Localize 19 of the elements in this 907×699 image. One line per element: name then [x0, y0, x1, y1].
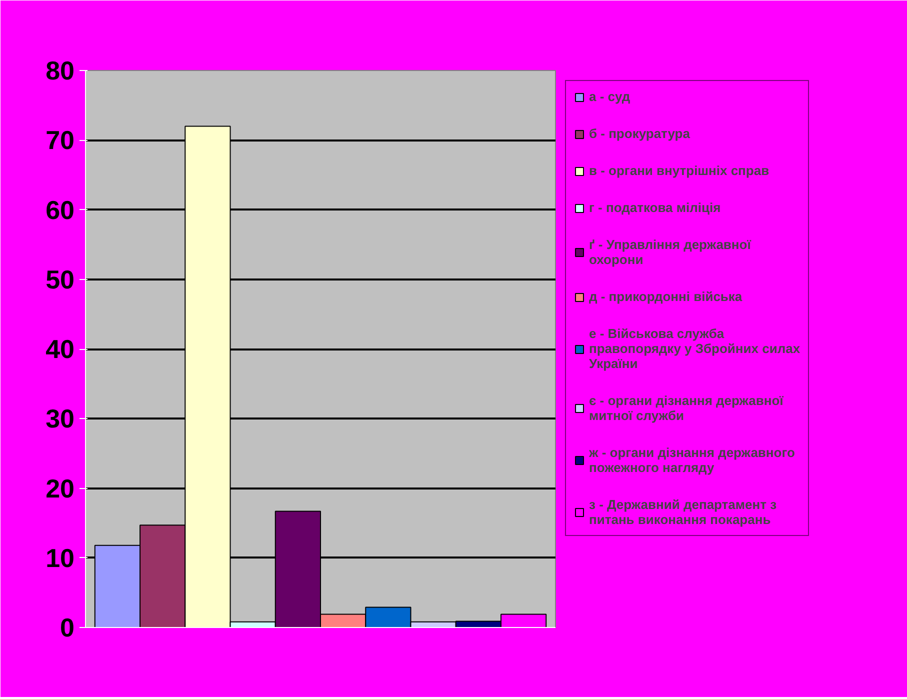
y-tick-label: 40 — [46, 334, 74, 364]
legend-label: в - органи внутрішніх справ — [589, 163, 770, 178]
legend-label: є - органи дізнання державної митної служби — [589, 393, 784, 423]
y-tick-label: 10 — [46, 542, 74, 573]
y-tick-label: 60 — [46, 194, 74, 225]
y-tick-label: 0 — [60, 612, 75, 642]
legend-label: е - Військова служба правопорядку у Збройних силах України — [589, 326, 800, 371]
y-tick-label: 20 — [46, 473, 74, 504]
legend-label: б - прокуратура — [589, 126, 690, 141]
legend-label: г - податкова міліція — [589, 200, 721, 215]
y-tick-label: 70 — [46, 125, 74, 156]
y-tick-label: 30 — [46, 404, 74, 434]
legend-label: д - прикордонні війська — [589, 289, 742, 304]
legend-label: з - Державний департамент з питань виконання покарань — [589, 497, 777, 527]
legend-label: ж - органи дізнання державного пожежного нагляду — [589, 445, 795, 475]
legend-label: а - суд — [589, 89, 630, 104]
y-tick-label: 80 — [46, 56, 74, 86]
legend-label: ґ - Управління державної охорони — [589, 237, 751, 267]
y-tick-label: 50 — [46, 264, 74, 294]
